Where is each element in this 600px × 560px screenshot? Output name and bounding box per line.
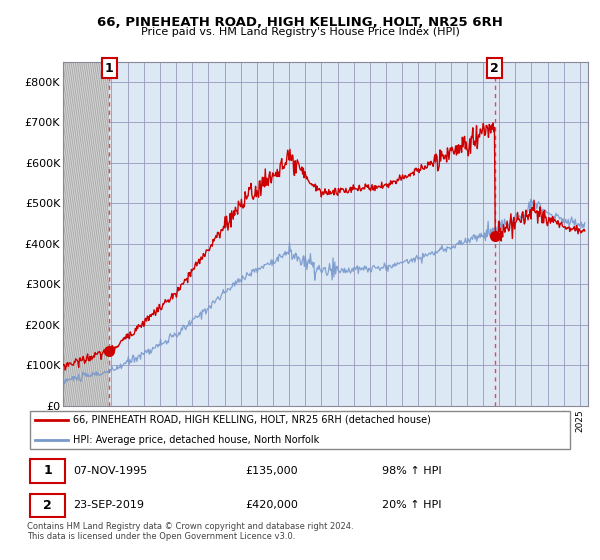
Text: HPI: Average price, detached house, North Norfolk: HPI: Average price, detached house, Nort… — [73, 435, 320, 445]
Text: 20% ↑ HPI: 20% ↑ HPI — [382, 500, 442, 510]
Text: 66, PINEHEATH ROAD, HIGH KELLING, HOLT, NR25 6RH (detached house): 66, PINEHEATH ROAD, HIGH KELLING, HOLT, … — [73, 415, 431, 424]
Text: 98% ↑ HPI: 98% ↑ HPI — [382, 466, 442, 476]
FancyBboxPatch shape — [30, 459, 65, 483]
Text: 07-NOV-1995: 07-NOV-1995 — [73, 466, 148, 476]
Text: £420,000: £420,000 — [245, 500, 298, 510]
Text: Price paid vs. HM Land Registry's House Price Index (HPI): Price paid vs. HM Land Registry's House … — [140, 27, 460, 37]
Text: 1: 1 — [43, 464, 52, 478]
Text: Contains HM Land Registry data © Crown copyright and database right 2024.
This d: Contains HM Land Registry data © Crown c… — [27, 522, 353, 542]
Text: £135,000: £135,000 — [245, 466, 298, 476]
Bar — [63, 62, 109, 406]
Text: 2: 2 — [43, 498, 52, 512]
FancyBboxPatch shape — [30, 411, 570, 449]
Text: 23-SEP-2019: 23-SEP-2019 — [73, 500, 145, 510]
Text: 66, PINEHEATH ROAD, HIGH KELLING, HOLT, NR25 6RH: 66, PINEHEATH ROAD, HIGH KELLING, HOLT, … — [97, 16, 503, 29]
FancyBboxPatch shape — [30, 493, 65, 517]
Text: 1: 1 — [104, 62, 113, 74]
Text: 2: 2 — [490, 62, 499, 74]
